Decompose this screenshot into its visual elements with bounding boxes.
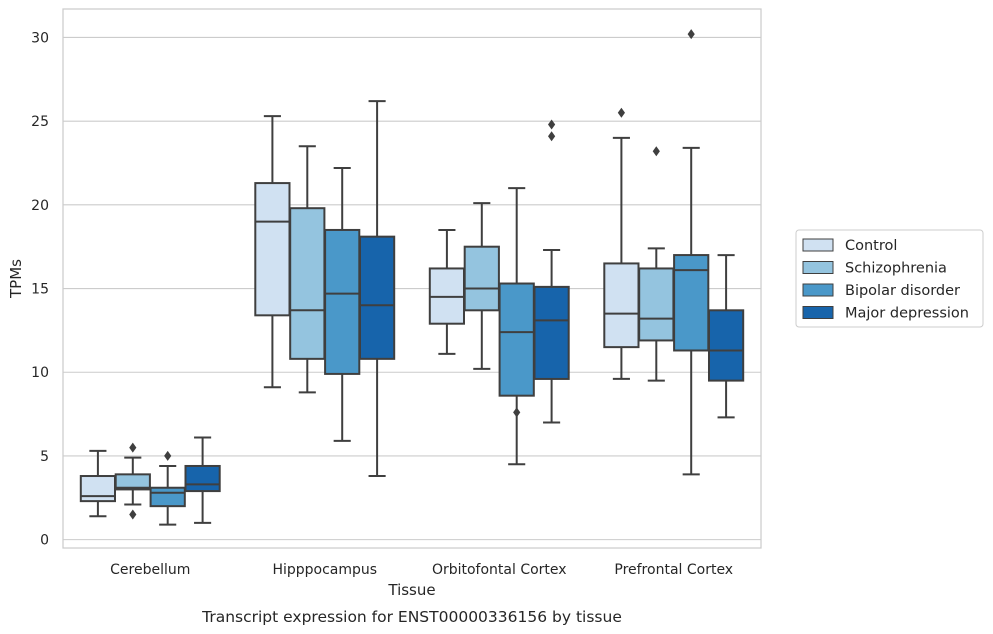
box-schizophrenia xyxy=(289,145,326,394)
box-iqr xyxy=(184,464,221,493)
box-iqr xyxy=(254,182,291,317)
plot-frame xyxy=(62,8,762,549)
box-bipolar-disorder xyxy=(673,29,710,476)
x-tick-label: Hipppocampus xyxy=(272,562,377,578)
box-iqr xyxy=(358,235,396,360)
box-schizophrenia xyxy=(638,146,675,382)
box-iqr xyxy=(114,473,151,491)
x-axis-label: Tissue xyxy=(387,581,435,599)
outlier-point xyxy=(652,146,660,157)
box-control xyxy=(254,115,291,389)
outlier-point xyxy=(164,450,172,461)
y-axis-label: TPMs xyxy=(7,259,25,299)
legend-label: Bipolar disorder xyxy=(845,283,960,299)
box-bipolar-disorder xyxy=(324,167,361,442)
box-iqr xyxy=(498,282,535,397)
box-iqr xyxy=(289,207,326,360)
box-major-depression xyxy=(707,254,745,419)
box-schizophrenia xyxy=(114,442,151,520)
legend: Control Schizophrenia Bipolar disorder Majo… xyxy=(795,229,984,328)
x-tick-label: Cerebellum xyxy=(110,562,190,578)
y-tick-label: 20 xyxy=(31,198,49,214)
outlier-point xyxy=(129,442,137,453)
y-tick-label: 10 xyxy=(31,365,49,381)
chart-caption: Transcript expression for ENST0000033615… xyxy=(201,608,622,626)
box-iqr xyxy=(707,309,745,382)
box-bipolar-disorder xyxy=(149,450,186,526)
legend-frame xyxy=(795,229,984,328)
y-tick-labels: 0 5 10 15 20 25 30 xyxy=(31,30,49,548)
outlier-point xyxy=(548,119,556,130)
box-iqr xyxy=(533,285,570,380)
box-major-depression xyxy=(358,100,396,478)
box-iqr xyxy=(463,245,500,312)
x-tick-labels: Cerebellum Hipppocampus Orbitofontal Corte… xyxy=(110,562,733,578)
legend-label: Control xyxy=(845,238,897,254)
box-schizophrenia xyxy=(463,202,500,370)
outlier-point xyxy=(513,407,521,418)
box-control xyxy=(603,107,640,380)
y-tick-label: 25 xyxy=(31,114,49,130)
legend-swatch xyxy=(802,238,834,252)
box-bipolar-disorder xyxy=(498,187,535,466)
box-iqr xyxy=(638,267,675,342)
box-major-depression xyxy=(184,436,221,524)
gridlines xyxy=(63,36,761,541)
y-tick-label: 0 xyxy=(40,533,49,549)
y-tick-label: 30 xyxy=(31,30,49,46)
outlier-point xyxy=(548,131,556,142)
y-tick-label: 5 xyxy=(40,449,49,465)
outlier-point xyxy=(617,107,625,118)
outlier-point xyxy=(129,509,137,520)
legend-label: Major depression xyxy=(845,306,969,322)
box-iqr xyxy=(79,475,117,503)
legend-swatch xyxy=(802,283,834,297)
box-major-depression xyxy=(533,119,570,424)
legend-swatch xyxy=(802,306,834,319)
y-tick-label: 15 xyxy=(31,282,49,298)
box-control xyxy=(428,228,466,355)
legend-swatch xyxy=(802,261,834,274)
box-iqr xyxy=(324,228,361,375)
outlier-point xyxy=(687,29,695,40)
box-iqr xyxy=(149,486,186,508)
x-tick-label: Prefrontal Cortex xyxy=(614,562,733,578)
box-iqr xyxy=(603,262,640,349)
box-control xyxy=(79,449,117,518)
legend-label: Schizophrenia xyxy=(845,261,947,277)
boxes xyxy=(79,29,745,526)
x-tick-label: Orbitofontal Cortex xyxy=(432,562,567,578)
